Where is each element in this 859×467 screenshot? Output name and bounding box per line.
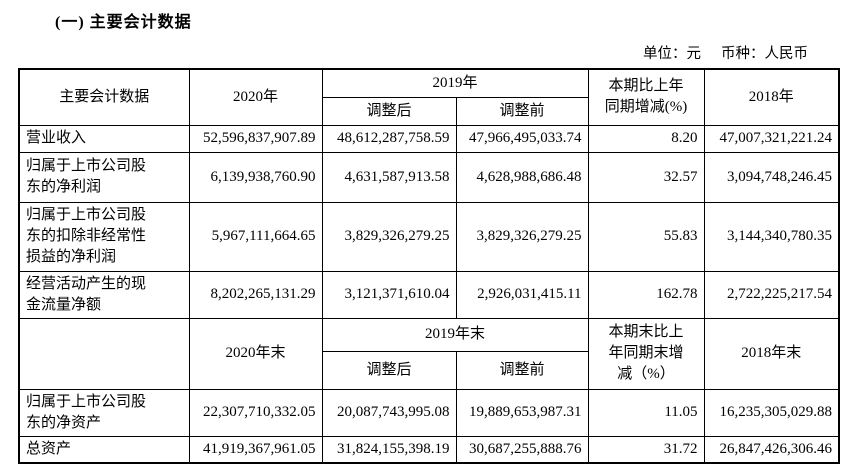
col-header-change: 本期比上年 同期增减(%)	[587, 68, 705, 126]
cell-2018: 2,722,225,217.54	[703, 270, 840, 319]
cell-change-pct: 11.05	[587, 388, 705, 437]
cell-2020-end: 22,307,710,332.05	[188, 388, 323, 437]
col-header-2019-end: 2019年末	[321, 317, 589, 352]
cell-2019-original: 4,628,988,686.48	[455, 151, 589, 203]
col-header-adjusted-after: 调整后	[321, 350, 457, 390]
cell-2019-end-adjusted: 31,824,155,398.19	[321, 435, 457, 463]
table-row-net-assets: 归属于上市公司股 东的净资产 22,307,710,332.05 20,087,…	[18, 388, 840, 437]
col-header-adjusted-before: 调整前	[455, 96, 589, 126]
table-row-total-assets: 总资产 41,919,367,961.05 31,824,155,398.19 …	[18, 435, 840, 463]
row-label: 归属于上市公司股 东的净利润	[18, 151, 190, 203]
cell-2018-end: 16,235,305,029.88	[703, 388, 840, 437]
table-row-deducted-net-profit: 归属于上市公司股 东的扣除非经常性 损益的净利润 5,967,111,664.6…	[18, 201, 840, 272]
cell-2019-adjusted: 3,829,326,279.25	[321, 201, 457, 272]
table-row-operating-cash-flow: 经营活动产生的现 金流量净额 8,202,265,131.29 3,121,37…	[18, 270, 840, 319]
cell-2019-original: 3,829,326,279.25	[455, 201, 589, 272]
cell-2020-end: 41,919,367,961.05	[188, 435, 323, 463]
cell-2019-end-adjusted: 20,087,743,995.08	[321, 388, 457, 437]
col-header-2020-end: 2020年末	[188, 317, 323, 390]
row-label: 归属于上市公司股 东的净资产	[18, 388, 190, 437]
unit-note: 单位：元 币种：人民币	[18, 42, 838, 68]
cell-change-pct: 32.57	[587, 151, 705, 203]
cell-2018: 3,144,340,780.35	[703, 201, 840, 272]
cell-2019-original: 47,966,495,033.74	[455, 124, 589, 153]
cell-2020: 8,202,265,131.29	[188, 270, 323, 319]
cell-2018: 3,094,748,246.45	[703, 151, 840, 203]
col-header-metric-empty	[18, 317, 190, 390]
row-label: 营业收入	[18, 124, 190, 153]
header-row-yearend: 2020年末 2019年末 本期末比上 年同期末增 减（%） 2018年末	[18, 317, 840, 390]
unit-label: 单位：元	[643, 46, 701, 62]
cell-2019-end-original: 19,889,653,987.31	[455, 388, 589, 437]
section-title: (一) 主要会计数据	[55, 14, 192, 31]
cell-2019-original: 2,926,031,415.11	[455, 270, 589, 319]
cell-2019-adjusted: 48,612,287,758.59	[321, 124, 457, 153]
table-row-net-profit: 归属于上市公司股 东的净利润 6,139,938,760.90 4,631,58…	[18, 151, 840, 203]
row-label: 经营活动产生的现 金流量净额	[18, 270, 190, 319]
col-header-2018-end: 2018年末	[703, 317, 840, 390]
row-label: 归属于上市公司股 东的扣除非经常性 损益的净利润	[18, 201, 190, 272]
cell-2019-adjusted: 4,631,587,913.58	[321, 151, 457, 203]
col-header-2019: 2019年	[321, 68, 589, 98]
col-header-2018: 2018年	[703, 68, 840, 126]
col-header-metric: 主要会计数据	[18, 68, 190, 126]
header-row-annual: 主要会计数据 2020年 2019年 本期比上年 同期增减(%) 2018年	[18, 68, 840, 126]
row-label: 总资产	[18, 435, 190, 463]
cell-2020: 52,596,837,907.89	[188, 124, 323, 153]
cell-2020: 6,139,938,760.90	[188, 151, 323, 203]
col-header-change-end: 本期末比上 年同期末增 减（%）	[587, 317, 705, 390]
cell-2020: 5,967,111,664.65	[188, 201, 323, 272]
cell-2019-adjusted: 3,121,371,610.04	[321, 270, 457, 319]
cell-2018-end: 26,847,426,306.46	[703, 435, 840, 463]
cell-2019-end-original: 30,687,255,888.76	[455, 435, 589, 463]
currency-label: 币种：人民币	[721, 46, 808, 62]
cell-change-pct: 8.20	[587, 124, 705, 153]
header-subrow-yearend: 调整后 调整前	[19, 350, 839, 390]
cell-change-pct: 31.72	[587, 435, 705, 463]
cell-change-pct: 55.83	[587, 201, 705, 272]
key-accounting-data-table: 主要会计数据 2020年 2019年 本期比上年 同期增减(%) 2018年 调…	[18, 68, 841, 464]
col-header-adjusted-before: 调整前	[455, 350, 589, 390]
table-row-revenue: 营业收入 52,596,837,907.89 48,612,287,758.59…	[18, 124, 840, 153]
col-header-2020: 2020年	[188, 68, 323, 126]
col-header-adjusted-after: 调整后	[321, 96, 457, 126]
header-subrow-annual: 调整后 调整前	[19, 96, 839, 126]
cell-2018: 47,007,321,221.24	[703, 124, 840, 153]
cell-change-pct: 162.78	[587, 270, 705, 319]
